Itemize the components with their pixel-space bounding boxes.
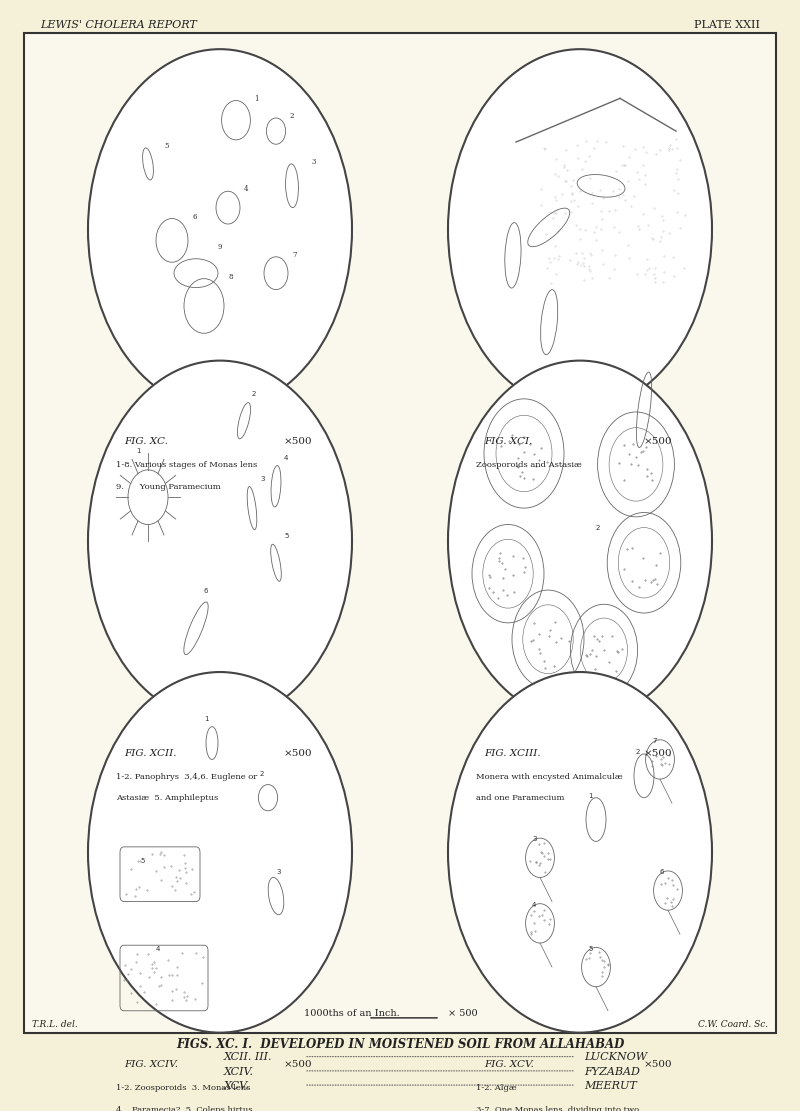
Text: and one Paramecium: and one Paramecium: [476, 794, 564, 802]
Circle shape: [448, 49, 712, 410]
Text: 1-2. Panophrys  3,4,6. Euglene or: 1-2. Panophrys 3,4,6. Euglene or: [116, 772, 258, 781]
Text: LUCKNOW: LUCKNOW: [584, 1052, 647, 1062]
Circle shape: [448, 672, 712, 1032]
Text: ×500: ×500: [284, 749, 313, 758]
Text: Astasiæ  5. Amphileptus: Astasiæ 5. Amphileptus: [116, 794, 218, 802]
Text: C.W. Coard. Sc.: C.W. Coard. Sc.: [698, 1020, 768, 1030]
Text: 4: 4: [244, 186, 249, 193]
Circle shape: [88, 49, 352, 410]
Text: XCIV.: XCIV.: [224, 1067, 254, 1077]
Text: 4: 4: [156, 945, 160, 952]
Text: ×500: ×500: [284, 1060, 313, 1069]
Text: 2: 2: [596, 526, 600, 531]
Circle shape: [448, 361, 712, 721]
Text: LEWIS' CHOLERA REPORT: LEWIS' CHOLERA REPORT: [40, 20, 197, 30]
Text: 1: 1: [588, 792, 593, 799]
Text: MEERUT: MEERUT: [584, 1081, 637, 1091]
Text: 1-2. Zoosporoids  3. Monas lens: 1-2. Zoosporoids 3. Monas lens: [116, 1084, 250, 1092]
Text: 1-2. Algæ: 1-2. Algæ: [476, 1084, 517, 1092]
Text: Monera with encysted Animalculæ: Monera with encysted Animalculæ: [476, 772, 622, 781]
Text: × 500: × 500: [448, 1010, 478, 1019]
Text: 8: 8: [228, 272, 233, 281]
Text: T.R.L. del.: T.R.L. del.: [32, 1020, 78, 1030]
Circle shape: [88, 361, 352, 721]
Text: 5: 5: [164, 141, 169, 150]
FancyBboxPatch shape: [24, 33, 776, 1032]
Text: ×500: ×500: [284, 437, 313, 447]
Text: 1: 1: [136, 449, 141, 454]
Text: FIG. XCII.: FIG. XCII.: [124, 749, 177, 758]
Text: ×500: ×500: [644, 1060, 673, 1069]
Text: 3-7. One Monas lens  dividing into two: 3-7. One Monas lens dividing into two: [476, 1105, 639, 1111]
Text: PLATE XXII: PLATE XXII: [694, 20, 760, 30]
Text: 2: 2: [636, 749, 640, 755]
Text: 2: 2: [260, 771, 264, 777]
Text: 6: 6: [204, 588, 209, 593]
Text: 1: 1: [254, 94, 259, 102]
Text: FIG. XCV.: FIG. XCV.: [484, 1060, 534, 1069]
Text: 1: 1: [204, 717, 209, 722]
Text: FIG. XC.: FIG. XC.: [124, 437, 168, 447]
Text: ×500: ×500: [644, 749, 673, 758]
Circle shape: [88, 672, 352, 1032]
Text: 2: 2: [252, 391, 256, 397]
Text: FYZABAD: FYZABAD: [584, 1067, 640, 1077]
Text: FIG. XCIV.: FIG. XCIV.: [124, 1060, 178, 1069]
Text: 6: 6: [660, 869, 665, 875]
Text: XCII. III.: XCII. III.: [224, 1052, 273, 1062]
Text: FIG. XCI.: FIG. XCI.: [484, 437, 532, 447]
Text: 3: 3: [276, 869, 281, 875]
Text: Zoosporoids and Astasiæ: Zoosporoids and Astasiæ: [476, 461, 582, 469]
Text: 4.   Paramecia?  5. Coleps hirtus: 4. Paramecia? 5. Coleps hirtus: [116, 1105, 253, 1111]
Text: 3: 3: [532, 837, 537, 842]
Text: ×500: ×500: [644, 437, 673, 447]
Text: 5: 5: [140, 859, 144, 864]
Text: 7: 7: [652, 738, 657, 744]
Text: XCV.: XCV.: [224, 1081, 250, 1091]
Text: 3: 3: [260, 476, 265, 482]
Text: 5: 5: [284, 533, 288, 539]
Text: 7: 7: [292, 251, 297, 259]
Text: 1000ths of an Inch.: 1000ths of an Inch.: [304, 1010, 400, 1019]
Text: 4: 4: [284, 456, 288, 461]
Text: 3: 3: [312, 158, 316, 166]
Text: 5: 5: [588, 945, 592, 952]
Text: 4: 4: [532, 902, 536, 908]
Text: 6: 6: [192, 212, 197, 221]
Text: FIG. XCIII.: FIG. XCIII.: [484, 749, 541, 758]
Text: 2: 2: [290, 112, 294, 120]
Text: FIGS. XC. I.  DEVELOPED IN MOISTENED SOIL FROM ALLAHABAD: FIGS. XC. I. DEVELOPED IN MOISTENED SOIL…: [176, 1038, 624, 1051]
Text: 9: 9: [218, 243, 222, 251]
Text: 9.      Young Paramecium: 9. Young Paramecium: [116, 483, 221, 491]
Text: 1-8. Various stages of Monas lens: 1-8. Various stages of Monas lens: [116, 461, 258, 469]
